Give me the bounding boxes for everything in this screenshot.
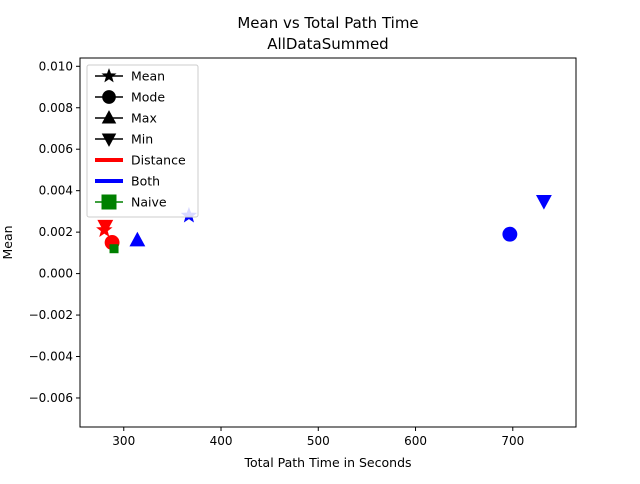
y-tick-label: 0.010 xyxy=(39,59,73,73)
data-point-both-min xyxy=(535,195,552,210)
legend-label-min: Min xyxy=(131,132,153,147)
chart-title: Mean vs Total Path Time xyxy=(237,14,418,32)
y-tick-label: 0.008 xyxy=(39,101,73,115)
legend-label-distance: Distance xyxy=(131,153,186,168)
legend-marker-mean xyxy=(101,68,117,83)
x-tick-label: 300 xyxy=(112,434,135,448)
legend-marker-max xyxy=(101,110,117,124)
data-point-naive-naive xyxy=(109,244,119,254)
y-tick-label: −0.002 xyxy=(29,308,73,322)
data-point-distance-min xyxy=(97,219,114,235)
x-tick-label: 600 xyxy=(404,434,427,448)
chart-subtitle: AllDataSummed xyxy=(267,35,388,53)
legend: Mean Mode Max Min Distance Both Naive xyxy=(86,64,199,218)
x-tick-label: 400 xyxy=(210,434,233,448)
legend-marker-naive xyxy=(101,194,117,210)
y-tick-label: 0.002 xyxy=(39,225,73,239)
x-axis-label: Total Path Time in Seconds xyxy=(243,455,411,470)
data-point-both-mode xyxy=(502,226,518,242)
y-tick-label: −0.006 xyxy=(29,391,73,405)
legend-label-both: Both xyxy=(131,174,160,189)
axis-ticks: 300 400 500 600 700 −0.006 −0.004 −0.002 0.000 0.… xyxy=(29,59,525,448)
y-tick-label: 0.000 xyxy=(39,267,73,281)
x-tick-label: 700 xyxy=(501,434,524,448)
data-point-both-max xyxy=(129,231,146,247)
y-tick-label: 0.006 xyxy=(39,142,73,156)
legend-label-mean: Mean xyxy=(131,69,165,84)
x-tick-label: 500 xyxy=(307,434,330,448)
legend-label-max: Max xyxy=(131,111,157,126)
plot-frame xyxy=(79,57,577,428)
legend-marker-mode xyxy=(102,90,116,104)
y-tick-label: −0.004 xyxy=(29,350,73,364)
legend-marker-min xyxy=(101,133,117,147)
legend-label-naive: Naive xyxy=(131,195,167,210)
y-tick-label: 0.004 xyxy=(39,184,73,198)
legend-label-mode: Mode xyxy=(131,90,165,105)
y-axis-label: Mean xyxy=(0,225,15,259)
